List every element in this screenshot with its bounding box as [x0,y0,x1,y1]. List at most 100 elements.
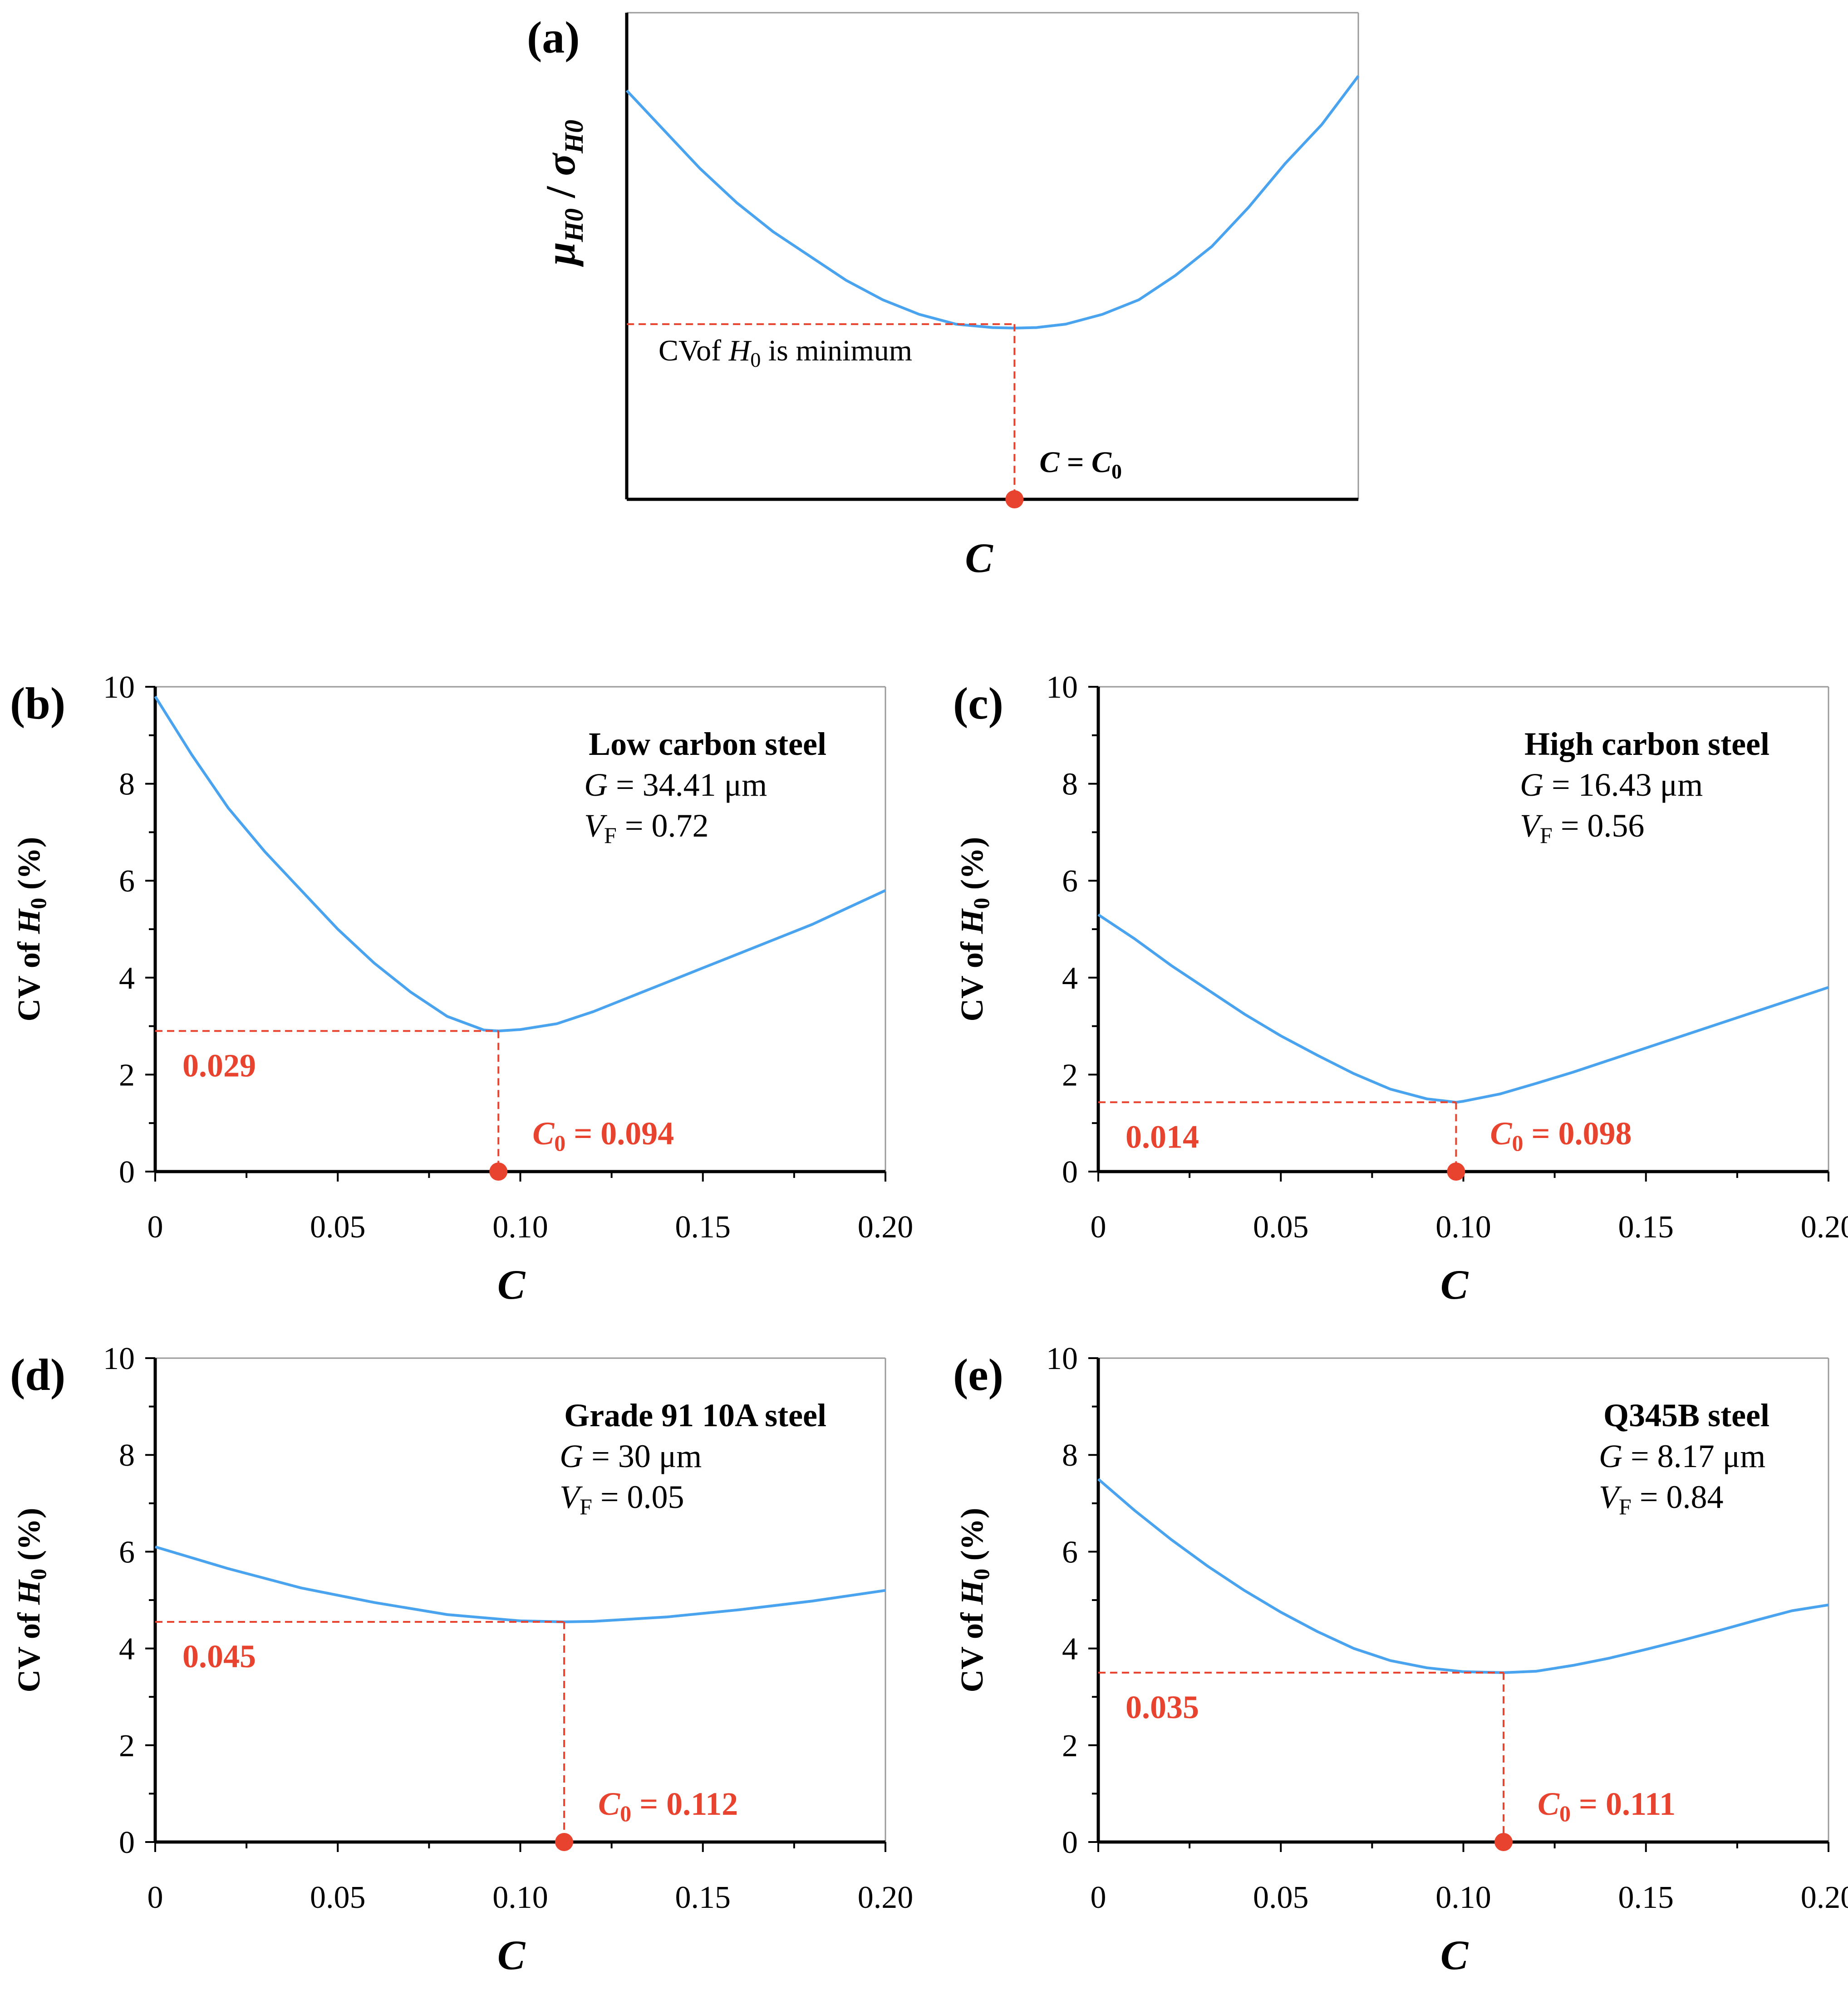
c0-var: C [1490,1115,1512,1152]
panel-label: (a) [527,12,580,63]
cv-curve-line [155,1545,886,1623]
c0-value: = 0.111 [1571,1786,1676,1822]
ylabel-sub: 0 [968,898,994,909]
y-tick-label: 10 [103,1341,135,1376]
y-tick-label: 2 [1062,1058,1078,1093]
c0-value: = 0.094 [565,1115,674,1152]
material-param: G = 8.17 μm [1599,1438,1765,1474]
x-tick-label: 0.15 [675,1880,731,1915]
y-tick-label: 10 [1046,1341,1078,1376]
panel-label: (b) [10,678,65,729]
y-tick-label: 0 [1062,1825,1078,1860]
y-tick-label: 2 [119,1729,135,1763]
ylabel-post: (%) [12,1508,47,1569]
ylabel-var: H [12,908,47,934]
min-value-label: 0.035 [1126,1689,1199,1725]
c0-rhs-sub: 0 [1111,460,1122,483]
cv-curve-line [1097,1478,1829,1674]
material-param: G = 30 μm [560,1438,702,1474]
material-param: VF = 0.05 [560,1479,684,1519]
annotation-suffix: is minimum [761,334,912,367]
ylabel-sub: 0 [25,898,51,909]
c0-sub: 0 [1559,1801,1571,1826]
y-tick-label: 10 [103,670,135,705]
x-tick-label: 0.10 [492,1210,548,1245]
param-value: = 0.05 [592,1479,684,1515]
param-var: V [1520,808,1543,844]
x-tick-label: 0.10 [1435,1210,1491,1245]
material-title: High carbon steel [1524,726,1769,762]
annotation-var: H [728,334,752,367]
ylabel-mu: μ [537,242,584,267]
param-var: G [1520,767,1543,803]
ylabel-post: (%) [955,837,990,898]
ylabel-post: (%) [12,837,47,898]
x-tick-label: 0.15 [1618,1210,1674,1245]
x-tick-label: 0 [1091,1210,1106,1245]
y-tick-label: 6 [1062,1535,1078,1570]
min-marker [489,1162,508,1181]
y-tick-label: 8 [119,767,135,802]
c0-rhs: C [1091,446,1112,479]
min-value-label: 0.014 [1126,1118,1199,1155]
y-axis-label: CV of H0 (%) [12,837,51,1022]
y-tick-label: 4 [119,1632,135,1667]
param-value: = 0.56 [1553,808,1645,844]
curve-line [625,75,1360,330]
param-sub: F [1619,1494,1632,1519]
y-tick-label: 8 [1062,767,1078,802]
c0-label: C0 = 0.098 [1490,1115,1632,1156]
y-tick-label: 0 [1062,1155,1078,1190]
x-tick-label: 0.20 [858,1210,914,1245]
x-tick-label: 0.05 [1253,1210,1309,1245]
param-value: = 16.43 μm [1543,767,1703,803]
y-tick-label: 4 [119,961,135,996]
c0-label: C0 = 0.094 [532,1115,674,1156]
c0-var: C [1538,1786,1560,1822]
ylabel-pre: CV of [12,1605,47,1692]
ylabel-mu-sub: H0 [559,208,589,242]
y-tick-label: 8 [1062,1438,1078,1473]
y-tick-label: 6 [1062,864,1078,899]
param-var: G [560,1438,583,1474]
c0-value: = 0.112 [631,1786,738,1822]
cv-curve-line [154,695,886,1033]
y-tick-label: 0 [119,1825,135,1860]
min-value-label: 0.029 [182,1047,256,1084]
x-axis-label: C [965,535,993,581]
c0-label: C0 = 0.112 [598,1786,738,1826]
c0-var: C [598,1786,620,1822]
y-tick-label: 4 [1062,961,1078,996]
material-title: Low carbon steel [589,726,826,762]
y-axis-label: CV of H0 (%) [955,1508,994,1693]
material-param: VF = 0.84 [1599,1479,1723,1519]
ylabel-slash: / [537,176,584,208]
cv-curve-line [1097,913,1829,1104]
y-tick-label: 2 [119,1058,135,1093]
material-param: G = 34.41 μm [584,767,767,803]
c0-sub: 0 [1512,1130,1523,1156]
panel-label: (e) [953,1350,1003,1400]
material-param: VF = 0.56 [1520,808,1644,848]
min-marker [555,1833,574,1851]
min-marker [1447,1162,1465,1181]
param-value: = 34.41 μm [608,767,767,803]
y-axis-label: μH0 / σH0 [537,120,589,267]
annotation-prefix: CVof [659,334,729,367]
y-tick-label: 8 [119,1438,135,1473]
param-value: = 30 μm [583,1438,702,1474]
param-var: V [560,1479,583,1515]
min-value-label: 0.045 [182,1638,256,1675]
ylabel-pre: CV of [955,1605,990,1692]
annotation-sub: 0 [750,348,761,371]
ylabel-sub: 0 [968,1569,994,1580]
x-tick-label: 0.10 [1435,1880,1491,1915]
ylabel-sigma: σ [537,152,584,176]
ylabel-var: H [12,1579,47,1605]
c0-sub: 0 [620,1801,631,1826]
